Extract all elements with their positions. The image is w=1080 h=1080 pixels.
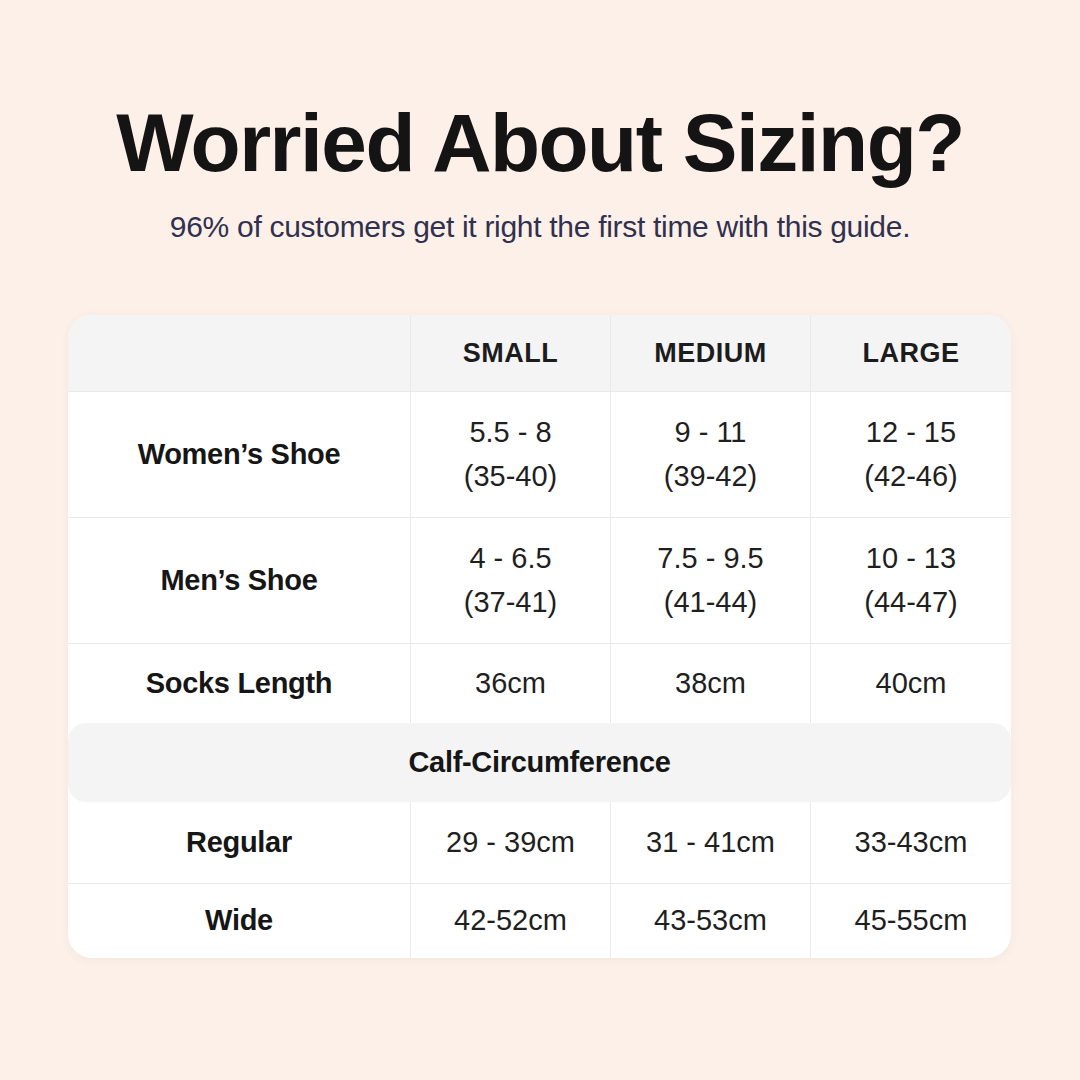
table-row-womens-shoe: Women’s Shoe 5.5 - 8 (35-40) 9 - 11 (39-… — [68, 391, 1011, 517]
row-label-text: Men’s Shoe — [160, 559, 317, 603]
socks-length-large: 40cm — [810, 644, 1011, 723]
cell-value: 36cm — [475, 662, 546, 706]
table-row-socks-length: Socks Length 36cm 38cm 40cm — [68, 643, 1011, 723]
header-corner-cell — [68, 315, 410, 391]
mens-shoe-small: 4 - 6.5 (37-41) — [410, 518, 610, 643]
cell-value: 9 - 11 — [674, 411, 746, 455]
table-row-wide: Wide 42-52cm 43-53cm 45-55cm — [68, 883, 1011, 958]
mens-shoe-medium: 7.5 - 9.5 (41-44) — [610, 518, 810, 643]
womens-shoe-large: 12 - 15 (42-46) — [810, 392, 1011, 517]
womens-shoe-medium: 9 - 11 (39-42) — [610, 392, 810, 517]
cell-value-eu: (44-47) — [864, 581, 958, 625]
section-header-calf-circumference: Calf-Circumference — [68, 723, 1011, 802]
cell-value: 10 - 13 — [866, 537, 956, 581]
wide-medium: 43-53cm — [610, 884, 810, 958]
header-col-large: LARGE — [810, 315, 1011, 391]
cell-value: 40cm — [876, 662, 947, 706]
womens-shoe-small: 5.5 - 8 (35-40) — [410, 392, 610, 517]
cell-value-eu: (39-42) — [664, 455, 758, 499]
row-label-text: Socks Length — [146, 662, 333, 706]
table-row-regular: Regular 29 - 39cm 31 - 41cm 33-43cm — [68, 802, 1011, 883]
table-row-mens-shoe: Men’s Shoe 4 - 6.5 (37-41) 7.5 - 9.5 (41… — [68, 517, 1011, 643]
row-label-socks-length: Socks Length — [68, 644, 410, 723]
cell-value: 12 - 15 — [866, 411, 956, 455]
cell-value-eu: (41-44) — [664, 581, 758, 625]
socks-length-medium: 38cm — [610, 644, 810, 723]
header-col-medium: MEDIUM — [610, 315, 810, 391]
regular-large: 33-43cm — [810, 802, 1011, 883]
socks-length-small: 36cm — [410, 644, 610, 723]
cell-value: 5.5 - 8 — [469, 411, 551, 455]
table-header-row: SMALL MEDIUM LARGE — [68, 315, 1011, 391]
row-label-wide: Wide — [68, 884, 410, 958]
header-col-small: SMALL — [410, 315, 610, 391]
cell-value: 38cm — [675, 662, 746, 706]
row-label-mens-shoe: Men’s Shoe — [68, 518, 410, 643]
cell-value: 7.5 - 9.5 — [657, 537, 763, 581]
page-subtitle: 96% of customers get it right the first … — [0, 210, 1080, 244]
mens-shoe-large: 10 - 13 (44-47) — [810, 518, 1011, 643]
cell-value: 4 - 6.5 — [469, 537, 551, 581]
page-title: Worried About Sizing? — [0, 98, 1080, 188]
regular-small: 29 - 39cm — [410, 802, 610, 883]
wide-large: 45-55cm — [810, 884, 1011, 958]
sizing-table: SMALL MEDIUM LARGE Women’s Shoe 5.5 - 8 … — [68, 315, 1011, 958]
cell-value-eu: (35-40) — [464, 455, 558, 499]
regular-medium: 31 - 41cm — [610, 802, 810, 883]
row-label-text: Wide — [205, 899, 273, 943]
row-label-text: Regular — [186, 821, 292, 865]
wide-small: 42-52cm — [410, 884, 610, 958]
cell-value-eu: (42-46) — [864, 455, 958, 499]
cell-value-eu: (37-41) — [464, 581, 558, 625]
row-label-regular: Regular — [68, 802, 410, 883]
row-label-text: Women’s Shoe — [138, 433, 341, 477]
row-label-womens-shoe: Women’s Shoe — [68, 392, 410, 517]
